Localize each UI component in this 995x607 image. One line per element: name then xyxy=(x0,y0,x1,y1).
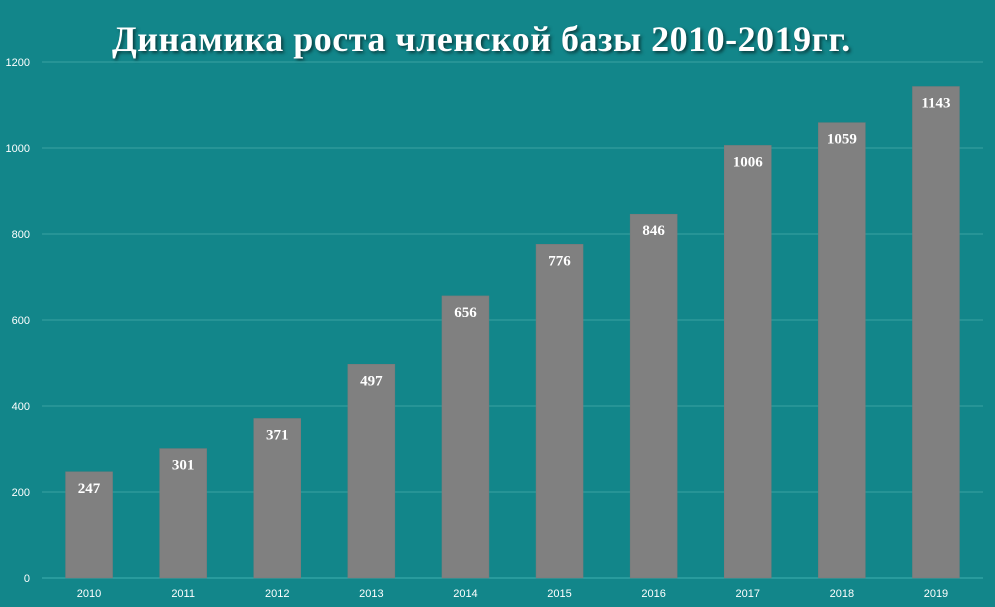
data-label: 1143 xyxy=(921,96,950,112)
data-label: 656 xyxy=(454,305,477,321)
x-tick-label: 2015 xyxy=(547,588,571,600)
x-tick-label: 2013 xyxy=(359,588,383,600)
chart-title: Динамика роста членской базы 2010-2019гг… xyxy=(112,19,851,59)
y-tick-label: 1000 xyxy=(6,143,30,155)
bar-2016 xyxy=(629,213,678,579)
bar-2019 xyxy=(912,86,960,579)
bar-2012 xyxy=(253,418,301,579)
y-tick-label: 600 xyxy=(12,315,30,327)
bar-2015 xyxy=(535,244,584,579)
data-label: 371 xyxy=(266,427,289,443)
x-tick-label: 2014 xyxy=(453,588,477,600)
x-tick-label: 2011 xyxy=(171,588,195,600)
bar-2010 xyxy=(65,471,113,579)
bar-2011 xyxy=(159,448,207,579)
data-label: 1006 xyxy=(733,154,764,170)
y-tick-label: 1200 xyxy=(6,57,30,69)
y-tick-label: 800 xyxy=(12,229,30,241)
y-tick-label: 0 xyxy=(24,573,30,585)
data-label: 846 xyxy=(642,223,665,239)
x-tick-label: 2016 xyxy=(641,588,665,600)
bar-2018 xyxy=(818,122,866,579)
x-tick-label: 2018 xyxy=(830,588,854,600)
y-tick-label: 200 xyxy=(12,487,30,499)
data-label: 247 xyxy=(78,481,101,497)
data-label: 1059 xyxy=(827,132,857,148)
y-tick-label: 400 xyxy=(12,401,30,413)
x-tick-label: 2017 xyxy=(736,588,760,600)
data-label: 776 xyxy=(548,253,571,269)
bar-2017 xyxy=(724,145,772,579)
bar-2013 xyxy=(347,364,396,579)
x-tick-label: 2019 xyxy=(924,588,948,600)
data-label: 497 xyxy=(360,373,383,389)
x-tick-label: 2012 xyxy=(265,588,289,600)
data-label: 301 xyxy=(172,458,195,474)
x-tick-label: 2010 xyxy=(77,588,101,600)
bar-2014 xyxy=(441,295,490,579)
